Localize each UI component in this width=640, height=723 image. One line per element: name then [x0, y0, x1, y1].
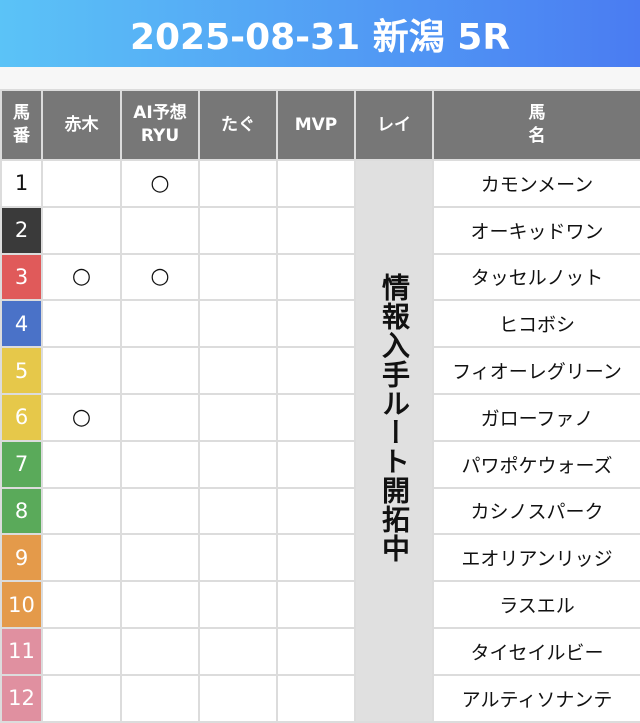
- horse-name: エオリアンリッジ: [432, 533, 640, 583]
- ai-ryu-mark: ○: [120, 252, 200, 302]
- header-rei: レイ: [354, 89, 434, 161]
- horse-name: ラスエル: [432, 580, 640, 629]
- ai-ryu-mark: [120, 299, 200, 349]
- mvp-mark: [276, 299, 356, 349]
- horse-number: 6: [0, 392, 43, 442]
- tagu-mark: [198, 580, 278, 629]
- mvp-mark: [276, 626, 356, 676]
- mvp-mark: [276, 159, 356, 208]
- horse-number: 8: [0, 486, 43, 536]
- race-title: 2025-08-31 新潟 5R: [0, 0, 640, 67]
- horse-name: パワポケウォーズ: [432, 439, 640, 489]
- mvp-mark: [276, 439, 356, 489]
- horse-name: ヒコボシ: [432, 299, 640, 349]
- horse-number: 3: [0, 252, 43, 302]
- tagu-mark: [198, 299, 278, 349]
- mvp-mark: [276, 205, 356, 255]
- tagu-mark: [198, 439, 278, 489]
- horse-name: タイセイルビー: [432, 626, 640, 676]
- horse-number: 9: [0, 533, 43, 583]
- mvp-mark: [276, 580, 356, 629]
- akagi-mark: [41, 439, 122, 489]
- horse-name: カモンメーン: [432, 159, 640, 208]
- table-row: 10 ラスエル: [0, 580, 640, 629]
- horse-number: 2: [0, 205, 43, 255]
- ai-ryu-mark: [120, 626, 200, 676]
- tagu-mark: [198, 205, 278, 255]
- horse-number: 4: [0, 299, 43, 349]
- header-horse-number: 馬番: [0, 89, 43, 161]
- tagu-mark: [198, 533, 278, 583]
- ai-ryu-mark: [120, 205, 200, 255]
- horse-number: 1: [0, 159, 43, 208]
- table-row: 3 ○ ○ タッセルノット: [0, 252, 640, 302]
- akagi-mark: [41, 205, 122, 255]
- table-row: 4 ヒコボシ: [0, 299, 640, 349]
- table-row: 8 カシノスパーク: [0, 486, 640, 536]
- tagu-mark: [198, 252, 278, 302]
- tagu-mark: [198, 673, 278, 723]
- horse-number: 5: [0, 346, 43, 395]
- tagu-mark: [198, 626, 278, 676]
- table-row: 2 オーキッドワン: [0, 205, 640, 255]
- ai-ryu-mark: [120, 533, 200, 583]
- horse-name: オーキッドワン: [432, 205, 640, 255]
- horse-name: カシノスパーク: [432, 486, 640, 536]
- table-row: 9 エオリアンリッジ: [0, 533, 640, 583]
- akagi-mark: [41, 626, 122, 676]
- mvp-mark: [276, 486, 356, 536]
- horse-name: タッセルノット: [432, 252, 640, 302]
- akagi-mark: ○: [41, 252, 122, 302]
- ai-ryu-mark: [120, 580, 200, 629]
- header-ai-ryu: AI予想 RYU: [120, 89, 200, 161]
- ai-ryu-mark: [120, 392, 200, 442]
- akagi-mark: [41, 486, 122, 536]
- horse-name: アルティソナンテ: [432, 673, 640, 723]
- ai-ryu-mark: [120, 346, 200, 395]
- table-row: 5 フィオーレグリーン: [0, 346, 640, 395]
- rei-message: 情報入手ルート開拓中: [378, 273, 411, 563]
- ai-ryu-mark: ○: [120, 159, 200, 208]
- horse-name: フィオーレグリーン: [432, 346, 640, 395]
- tagu-mark: [198, 486, 278, 536]
- header-akagi: 赤木: [41, 89, 122, 161]
- table-row: 1 ○ 情報入手ルート開拓中 カモンメーン: [0, 159, 640, 723]
- table-row: 11 タイセイルビー: [0, 626, 640, 676]
- horse-number: 12: [0, 673, 43, 723]
- horse-number: 11: [0, 626, 43, 676]
- ai-ryu-mark: [120, 486, 200, 536]
- tagu-mark: [198, 392, 278, 442]
- akagi-mark: [41, 533, 122, 583]
- horse-number: 10: [0, 580, 43, 629]
- horse-number: 7: [0, 439, 43, 489]
- mvp-mark: [276, 673, 356, 723]
- mvp-mark: [276, 392, 356, 442]
- akagi-mark: [41, 346, 122, 395]
- ai-ryu-mark: [120, 439, 200, 489]
- tagu-mark: [198, 346, 278, 395]
- mvp-mark: [276, 533, 356, 583]
- mvp-mark: [276, 346, 356, 395]
- header-mvp: MVP: [276, 89, 356, 161]
- header-horse-name: 馬名: [432, 89, 640, 161]
- header-tagu: たぐ: [198, 89, 278, 161]
- rei-cell: 情報入手ルート開拓中: [354, 159, 434, 723]
- akagi-mark: [41, 299, 122, 349]
- tagu-mark: [198, 159, 278, 208]
- mvp-mark: [276, 252, 356, 302]
- spacer: [0, 67, 640, 89]
- prediction-table: 馬番 赤木 AI予想 RYU たぐ MVP レイ 馬名 1 ○ 情報入手ルート開拓…: [0, 89, 640, 723]
- akagi-mark: [41, 580, 122, 629]
- akagi-mark: ○: [41, 392, 122, 442]
- akagi-mark: [41, 159, 122, 208]
- table-row: 6 ○ ガローファノ: [0, 392, 640, 442]
- table-row: 7 パワポケウォーズ: [0, 439, 640, 489]
- horse-name: ガローファノ: [432, 392, 640, 442]
